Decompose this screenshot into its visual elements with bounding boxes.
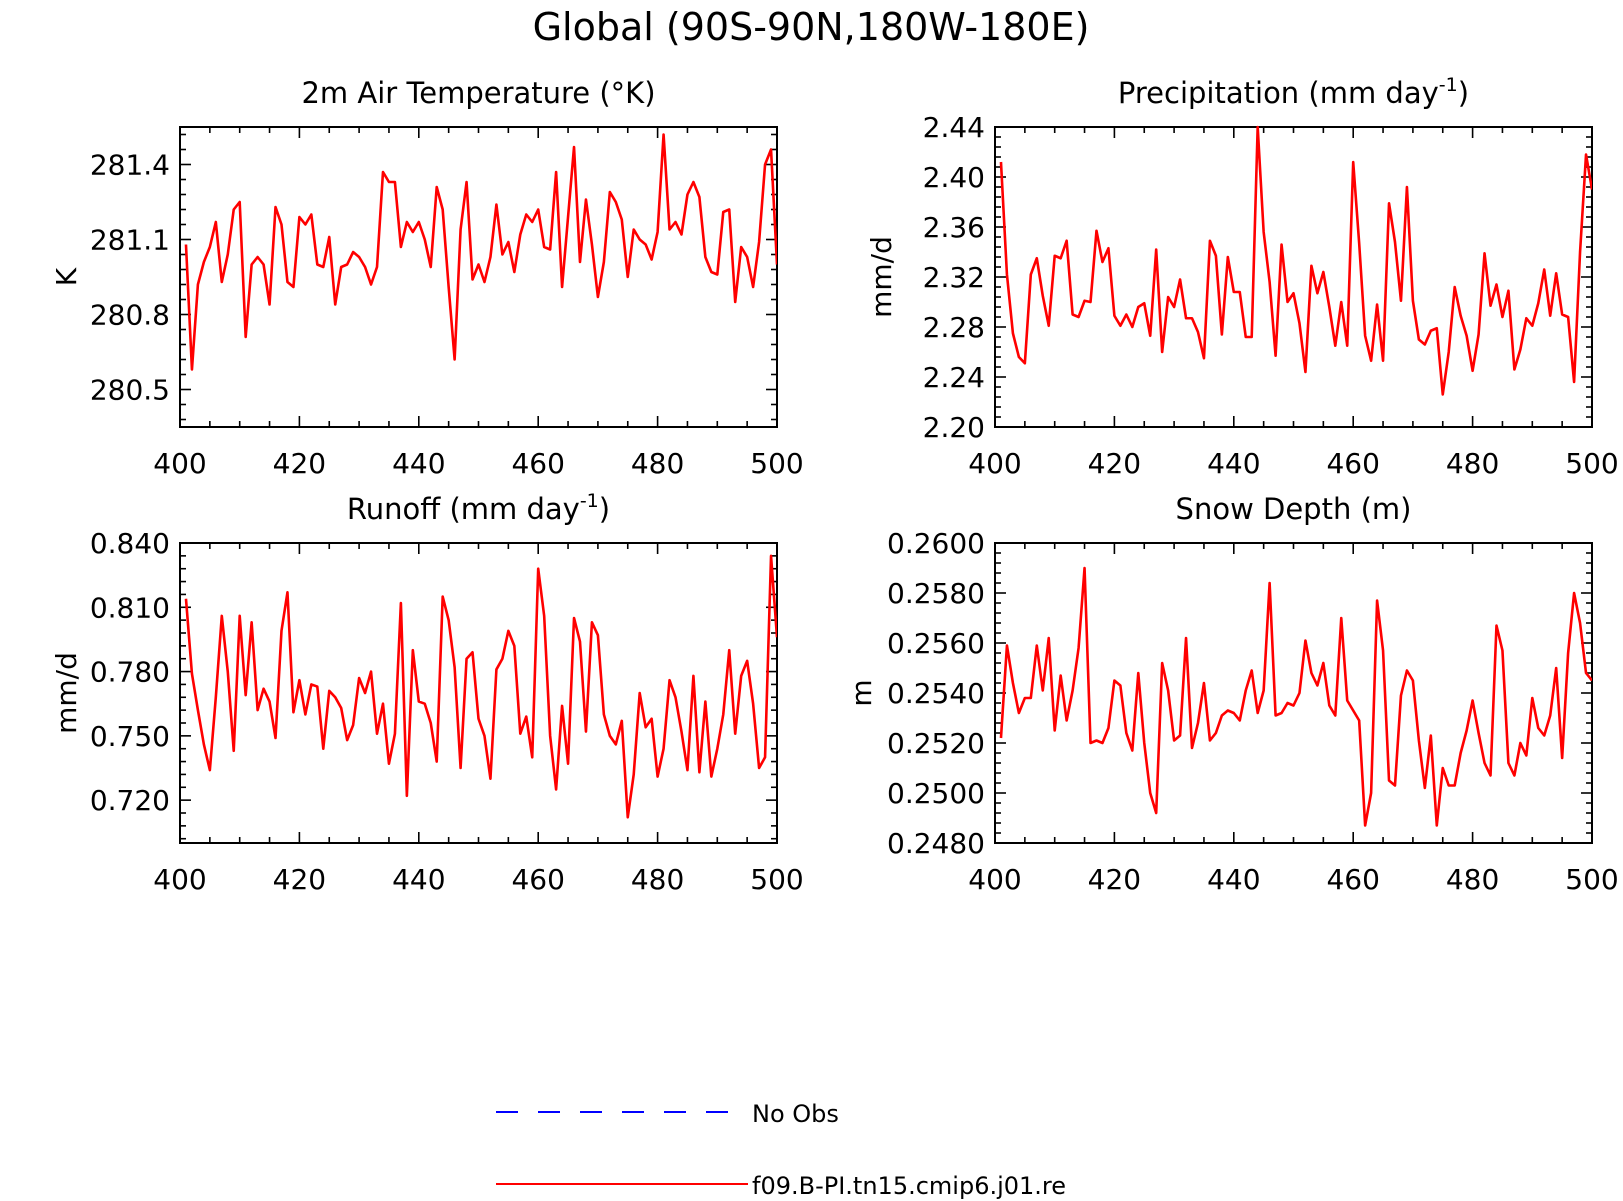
y-tick-label: 0.2580	[887, 577, 985, 610]
x-tick-label: 420	[1088, 447, 1141, 480]
panel-title: Runoff (mm day-1)	[347, 490, 610, 526]
plot-frame	[179, 542, 778, 844]
x-tick-label: 460	[1326, 447, 1379, 480]
y-tick-label: 0.720	[90, 784, 170, 817]
plot-frame	[994, 126, 1593, 428]
x-tick-label: 500	[750, 447, 803, 480]
x-tick-label: 440	[392, 447, 445, 480]
y-tick-label: 2.24	[923, 361, 985, 394]
x-tick-label: 500	[1565, 447, 1618, 480]
y-tick-label: 0.2500	[887, 777, 985, 810]
y-tick-label: 0.2540	[887, 677, 985, 710]
y-tick-label: 280.8	[90, 299, 170, 332]
panel-title: Precipitation (mm day-1)	[1118, 74, 1469, 110]
x-tick-label: 500	[1565, 863, 1618, 896]
chart-snow-depth: Snow Depth (m) 400 420 440 460 480 500 0.2480 0.…	[845, 492, 1619, 896]
x-tick-label: 480	[1446, 447, 1499, 480]
y-tick-label: 281.1	[90, 224, 170, 257]
y-axis-label: mm/d	[865, 236, 898, 318]
series-line-precipitation	[999, 125, 1592, 396]
panel-title: Snow Depth (m)	[1176, 492, 1412, 526]
x-tick-label: 460	[511, 447, 564, 480]
y-tick-label: 281.4	[90, 149, 170, 182]
y-tick-label: 2.40	[923, 161, 985, 194]
legend: No Obs f09.B-PI.tn15.cmip6.j01.re	[496, 1100, 1066, 1200]
x-tick-label: 400	[153, 863, 206, 896]
x-tick-label: 480	[631, 863, 684, 896]
y-axis-label: K	[50, 267, 83, 286]
x-tick-label: 480	[1446, 863, 1499, 896]
x-tick-label: 420	[1088, 863, 1141, 896]
y-axis-label: mm/d	[50, 652, 83, 734]
y-tick-label: 0.2600	[887, 527, 985, 560]
x-tick-label: 440	[1207, 447, 1260, 480]
legend-label-model: f09.B-PI.tn15.cmip6.j01.re	[752, 1172, 1066, 1200]
y-tick-label: 0.2480	[887, 827, 985, 860]
y-tick-label: 280.5	[90, 374, 170, 407]
x-tick-label: 440	[392, 863, 445, 896]
x-tick-label: 500	[750, 863, 803, 896]
y-tick-label: 0.810	[90, 591, 170, 624]
series-line-air-temperature	[184, 133, 777, 371]
x-tick-label: 400	[968, 447, 1021, 480]
x-tick-label: 400	[153, 447, 206, 480]
y-tick-label: 0.840	[90, 527, 170, 560]
series-line-runoff	[184, 554, 777, 819]
x-tick-label: 440	[1207, 863, 1260, 896]
chart-runoff: Runoff (mm day-1) 400 420 440 460 480 500 0.720…	[50, 490, 804, 896]
chart-panels: 2m Air Temperature (°K) 400 420 440 460 480 50…	[50, 74, 1619, 896]
chart-precipitation: Precipitation (mm day-1) 400 420 440 460 480 5…	[865, 74, 1619, 480]
y-tick-label: 2.20	[923, 411, 985, 444]
x-tick-label: 420	[273, 863, 326, 896]
chart-air-temperature: 2m Air Temperature (°K) 400 420 440 460 480 50…	[50, 76, 804, 480]
y-tick-label: 2.28	[923, 311, 985, 344]
y-tick-label: 0.750	[90, 720, 170, 753]
y-tick-label: 2.44	[923, 111, 985, 144]
legend-label-no-obs: No Obs	[752, 1100, 839, 1128]
x-tick-label: 480	[631, 447, 684, 480]
panel-title: 2m Air Temperature (°K)	[301, 76, 655, 110]
series-line-snow-depth	[999, 566, 1592, 827]
y-tick-label: 0.780	[90, 656, 170, 689]
x-tick-label: 400	[968, 863, 1021, 896]
y-tick-label: 0.2520	[887, 727, 985, 760]
x-tick-label: 420	[273, 447, 326, 480]
y-axis-label: m	[845, 679, 878, 706]
y-tick-label: 2.32	[923, 261, 985, 294]
y-tick-label: 0.2560	[887, 627, 985, 660]
x-tick-label: 460	[1326, 863, 1379, 896]
x-tick-label: 460	[511, 863, 564, 896]
y-tick-label: 2.36	[923, 211, 985, 244]
plot-frame	[179, 126, 778, 428]
figure-title: Global (90S-90N,180W-180E)	[533, 5, 1090, 49]
